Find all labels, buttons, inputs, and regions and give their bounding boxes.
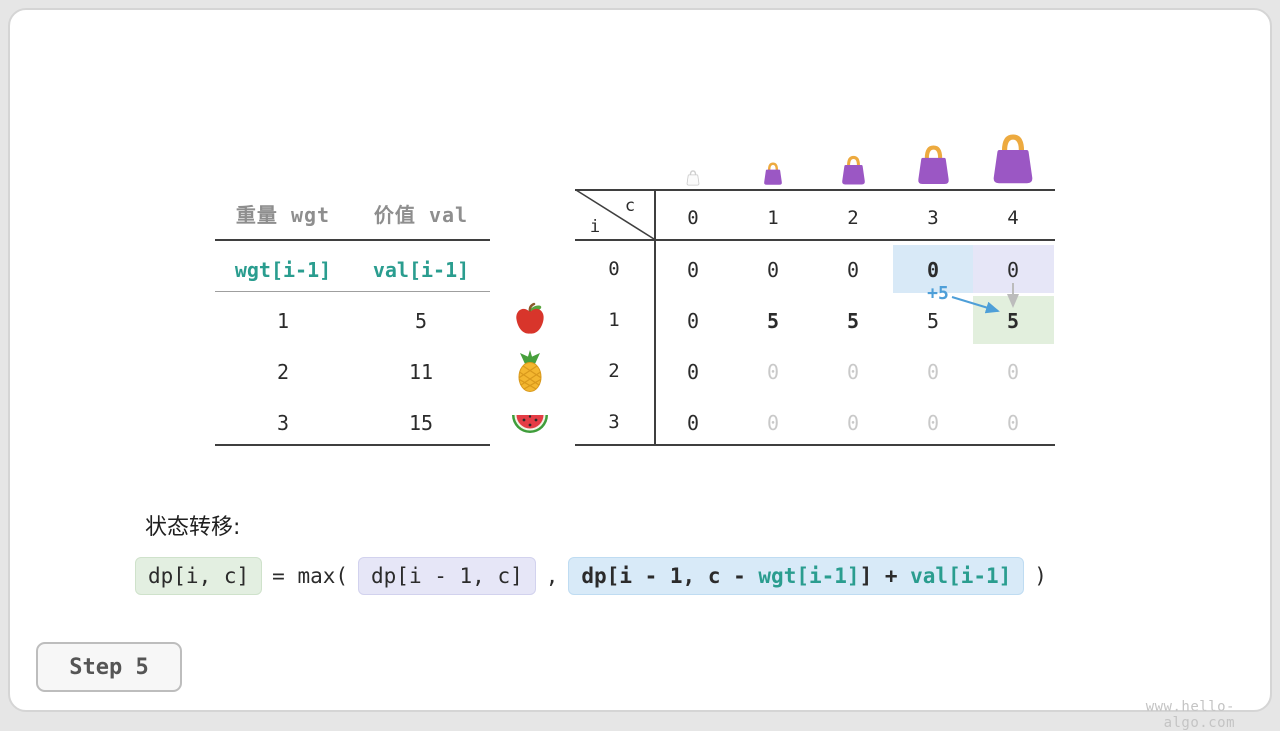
left-table-divider [215, 291, 490, 292]
dp-cell-3-1: 0 [766, 411, 780, 435]
dp-cell-1-4: 5 [1006, 309, 1020, 333]
dp-table-header-rule [575, 239, 1055, 241]
bag-4-icon [987, 131, 1039, 190]
dp-cell-3-3: 0 [926, 411, 940, 435]
value-column-header: 价值 val [373, 203, 469, 227]
wgt-formula-cell: wgt[i-1] [234, 258, 332, 282]
dp-cell-1-1: 5 [766, 309, 780, 333]
bag-2-icon [838, 154, 869, 190]
dp-cell-0-1: 0 [766, 258, 780, 282]
transition-formula: dp[i, c] = max( dp[i - 1, c] , dp[i - 1,… [135, 557, 1047, 595]
item-2-weight: 2 [276, 360, 290, 384]
dp-cell-1-0: 0 [686, 309, 700, 333]
dp-table-vertical-rule [654, 189, 656, 446]
col-header-1: 1 [767, 207, 779, 229]
item-1-value: 5 [414, 309, 428, 333]
left-table-header-rule [215, 239, 490, 241]
bag-3-icon [913, 143, 954, 190]
item-3-weight: 3 [276, 411, 290, 435]
dp-cell-3-0: 0 [686, 411, 700, 435]
transition-section-label: 状态转移: [145, 515, 241, 540]
dp-cell-0-4: 0 [1006, 258, 1020, 282]
dp-table-bottom-rule [575, 444, 1055, 446]
highlight-cell-source-blue [893, 245, 973, 293]
equals-max-text: = max( [272, 564, 349, 588]
dp-cell-2-3: 0 [926, 360, 940, 384]
watermark: www.hello-algo.com [1145, 699, 1235, 731]
row-label-0: 0 [608, 258, 620, 280]
bag-1-icon [761, 161, 785, 190]
take-chip-wgt: wgt[i-1] [758, 564, 860, 588]
val-formula-cell: val[i-1] [372, 258, 470, 282]
dp-cell-1-3: 5 [926, 309, 940, 333]
dp-current-chip: dp[i, c] [135, 557, 263, 595]
comma-text: , [545, 564, 559, 588]
dp-cell-1-2: 5 [846, 309, 860, 333]
dp-take-chip: dp[i - 1, c - wgt[i-1]] + val[i-1] [568, 557, 1025, 595]
pineapple-icon [513, 349, 547, 397]
take-chip-val: val[i-1] [910, 564, 1012, 588]
dp-cell-0-2: 0 [846, 258, 860, 282]
col-header-3: 3 [927, 207, 939, 229]
dp-skip-chip: dp[i - 1, c] [358, 557, 536, 595]
dp-cell-2-0: 0 [686, 360, 700, 384]
dp-cell-3-2: 0 [846, 411, 860, 435]
weight-column-header: 重量 wgt [235, 203, 331, 227]
dp-cell-2-4: 0 [1006, 360, 1020, 384]
step-button[interactable]: Step 5 [36, 642, 182, 692]
col-header-2: 2 [847, 207, 859, 229]
watermelon-icon [511, 406, 549, 442]
row-label-3: 3 [608, 411, 620, 433]
dp-table-top-rule [575, 189, 1055, 191]
apple-icon [513, 302, 547, 340]
corner-row-var: i [589, 217, 601, 237]
col-header-4: 4 [1007, 207, 1019, 229]
take-chip-part2: ] + [859, 564, 911, 588]
dp-cell-3-4: 0 [1006, 411, 1020, 435]
transition-value-annotation: +5 [927, 283, 949, 304]
item-3-value: 15 [408, 411, 434, 435]
dp-cell-2-1: 0 [766, 360, 780, 384]
corner-col-var: c [624, 196, 636, 216]
left-table-bottom-rule [215, 444, 490, 446]
row-label-1: 1 [608, 309, 620, 331]
item-1-weight: 1 [276, 309, 290, 333]
dp-cell-0-3: 0 [926, 258, 940, 282]
take-chip-part1: dp[i - 1, c - [581, 564, 759, 588]
dp-cell-0-0: 0 [686, 258, 700, 282]
item-2-value: 11 [408, 360, 434, 384]
dp-cell-2-2: 0 [846, 360, 860, 384]
close-paren-text: ) [1034, 564, 1047, 588]
empty-bag-icon [685, 169, 701, 190]
col-header-0: 0 [687, 207, 699, 229]
row-label-2: 2 [608, 360, 620, 382]
